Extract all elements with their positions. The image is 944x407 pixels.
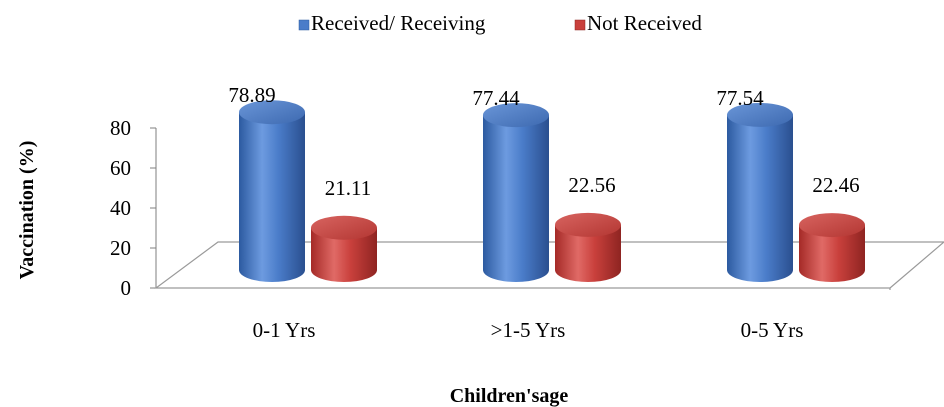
x-axis-title: Children'sage [450, 385, 569, 407]
bar-top [727, 102, 793, 127]
bar-body [311, 227, 377, 282]
bar-not-received-2: 22.46 [799, 173, 865, 282]
legend-swatch-series-2 [574, 19, 586, 31]
bar-top [311, 215, 377, 240]
x-tick-label: >1-5 Yrs [491, 318, 566, 342]
bar-top [239, 100, 305, 125]
data-label: 77.44 [472, 86, 520, 110]
y-tick-label: 0 [121, 276, 132, 300]
bar-body [483, 115, 549, 283]
bar-body [727, 114, 793, 282]
bar-top [555, 212, 621, 237]
bar-received-2: 77.54 [716, 86, 793, 282]
data-label: 21.11 [325, 176, 371, 200]
y-tick-label: 80 [110, 116, 131, 140]
bars: 78.89 77.44 77.54 21.11 22.56 22.46 [228, 83, 865, 283]
legend-label-series-2: Not Received [587, 11, 702, 35]
data-label: 22.56 [568, 173, 615, 197]
legend-swatch-series-1 [298, 19, 310, 31]
bar-not-received-0: 21.11 [311, 176, 377, 282]
y-axis: 0 20 40 60 80 [110, 116, 157, 300]
x-tick-label: 0-5 Yrs [741, 318, 804, 342]
x-axis-categories: 0-1 Yrs >1-5 Yrs 0-5 Yrs [253, 318, 804, 342]
data-label: 77.54 [716, 86, 764, 110]
bar-not-received-1: 22.56 [555, 173, 621, 282]
y-tick-label: 40 [110, 196, 131, 220]
bar-body [555, 224, 621, 282]
bar-body [239, 112, 305, 282]
x-tick-label: 0-1 Yrs [253, 318, 316, 342]
bar-body [799, 225, 865, 282]
bar-received-0: 78.89 [228, 83, 305, 282]
legend-label-series-1: Received/ Receiving [311, 11, 486, 35]
legend: Received/ Receiving Not Received [298, 11, 702, 35]
bar-top [483, 103, 549, 128]
y-tick-label: 20 [110, 236, 131, 260]
data-label: 22.46 [812, 173, 859, 197]
bar-top [799, 213, 865, 238]
y-axis-title: Vaccination (%) [16, 141, 38, 280]
y-tick-label: 60 [110, 156, 131, 180]
bar-received-1: 77.44 [472, 86, 549, 283]
data-label: 78.89 [228, 83, 275, 107]
